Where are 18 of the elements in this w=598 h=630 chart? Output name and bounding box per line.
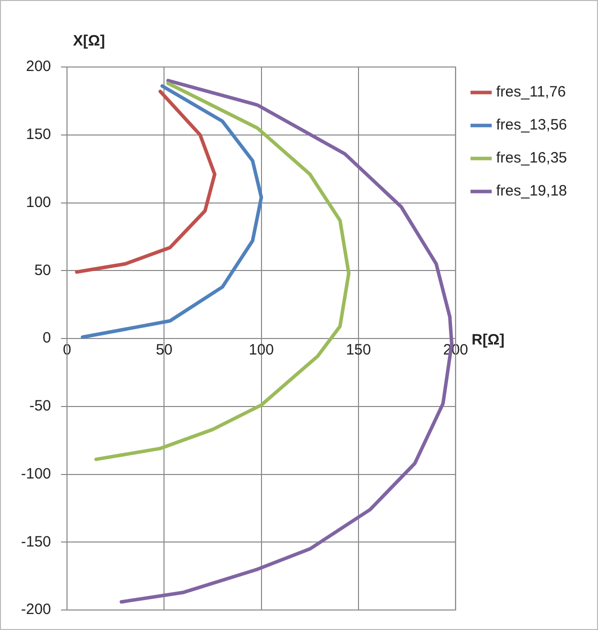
y-tick-label: -100 (20, 465, 52, 482)
y-tick-label: -150 (20, 533, 52, 550)
legend-label: fres_19,18 (496, 182, 568, 200)
y-tick-label: 200 (26, 58, 52, 76)
y-tick-label: -50 (29, 398, 52, 415)
x-tick-label: 150 (346, 342, 371, 359)
x-tick-label: 50 (156, 342, 173, 359)
y-tick-label: 150 (26, 126, 52, 144)
y-tick-label: 50 (34, 262, 52, 279)
y-axis-title: X[Ω] (73, 32, 106, 50)
y-tick-label: 100 (26, 194, 52, 211)
legend-label: fres_11,76 (496, 84, 566, 101)
y-tick-label: -200 (20, 601, 52, 618)
x-tick-label: 100 (248, 342, 274, 359)
x-axis-title: R[Ω] (472, 332, 504, 349)
y-tick-label: 0 (42, 330, 52, 347)
legend-label: fres_13,56 (496, 116, 568, 134)
legend-label: fres_16,35 (496, 150, 568, 167)
